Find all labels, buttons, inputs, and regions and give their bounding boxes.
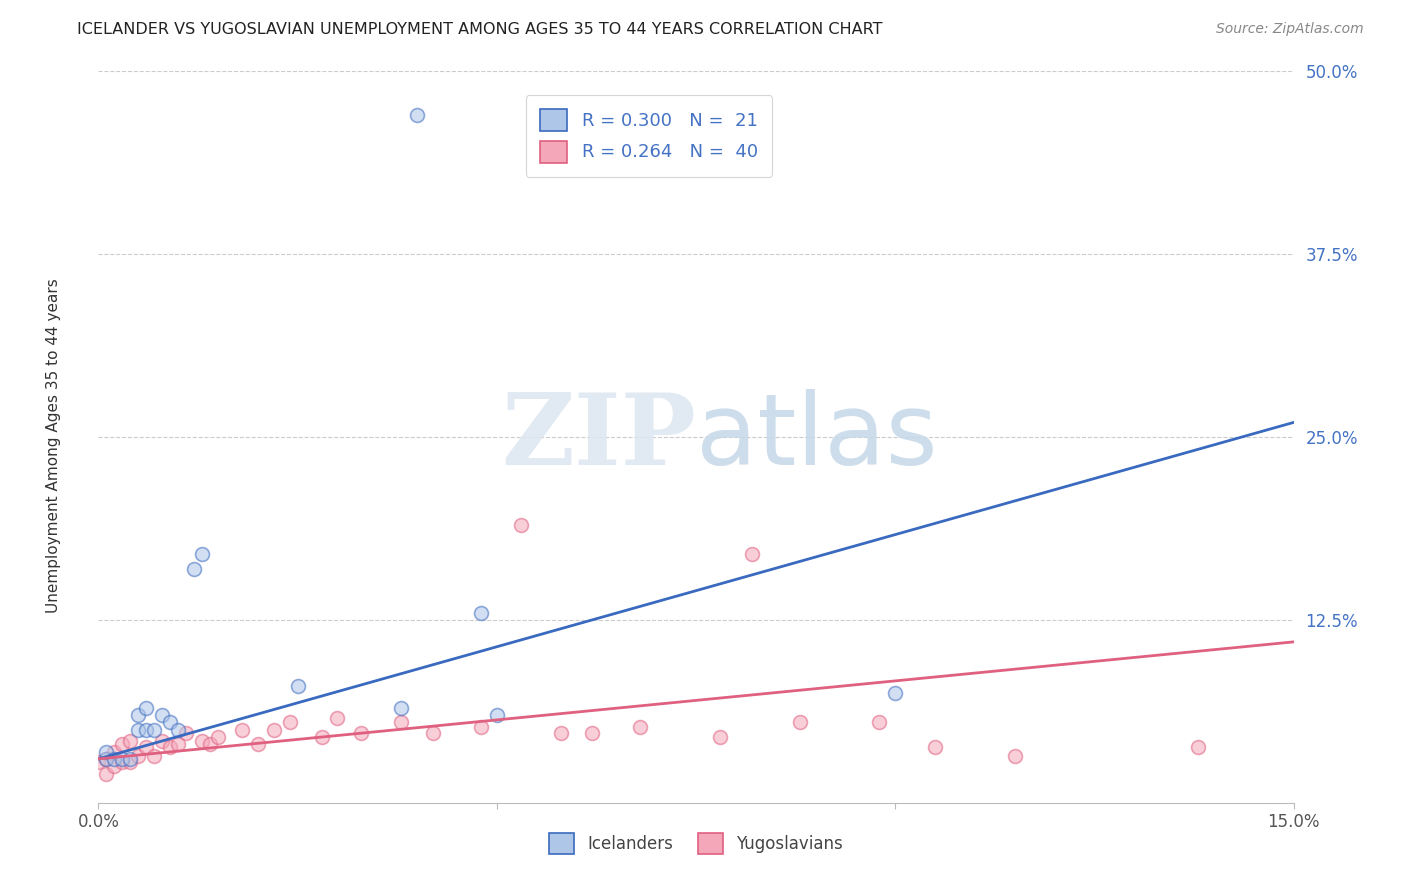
Text: atlas: atlas [696,389,938,485]
Point [278,715,301,730]
Point [111,755,134,769]
Point [485,708,508,723]
Point [183,562,205,576]
Point [127,723,149,737]
Point [628,720,651,734]
Text: Source: ZipAtlas.com: Source: ZipAtlas.com [1216,22,1364,37]
Point [103,745,125,759]
Point [167,723,190,737]
Point [159,740,181,755]
Text: ICELANDER VS YUGOSLAVIAN UNEMPLOYMENT AMONG AGES 35 TO 44 YEARS CORRELATION CHAR: ICELANDER VS YUGOSLAVIAN UNEMPLOYMENT AM… [77,22,883,37]
Point [96,766,118,780]
Point [150,734,173,748]
Point [406,108,429,122]
Point [198,737,221,751]
Point [120,755,142,769]
Point [96,745,118,759]
Point [143,723,166,737]
Point [287,679,309,693]
Point [120,734,142,748]
Point [111,737,134,751]
Point [120,752,142,766]
Point [789,715,811,730]
Point [135,723,157,737]
Point [127,749,149,764]
Point [389,715,412,730]
Point [135,700,157,714]
Point [470,720,492,734]
Point [103,759,125,773]
Point [135,740,157,755]
Point [884,686,907,700]
Point [326,711,349,725]
Point [159,715,181,730]
Point [191,734,214,748]
Point [1004,749,1026,764]
Point [87,755,110,769]
Legend: Icelanders, Yugoslavians: Icelanders, Yugoslavians [543,827,849,860]
Point [111,752,134,766]
Point [581,725,603,739]
Point [127,708,149,723]
Point [868,715,890,730]
Point [389,700,412,714]
Point [246,737,269,751]
Point [1187,740,1209,755]
Point [96,752,118,766]
Point [470,606,492,620]
Point [96,752,118,766]
Point [207,730,229,744]
Point [191,547,214,561]
Point [741,547,763,561]
Point [350,725,373,739]
Text: Unemployment Among Ages 35 to 44 years: Unemployment Among Ages 35 to 44 years [46,278,60,614]
Point [103,752,125,766]
Point [550,725,572,739]
Point [709,730,731,744]
Point [150,708,173,723]
Point [422,725,444,739]
Point [167,737,190,751]
Point [231,723,253,737]
Point [924,740,946,755]
Point [311,730,333,744]
Point [143,749,166,764]
Text: ZIP: ZIP [501,389,696,485]
Point [263,723,285,737]
Point [174,725,197,739]
Point [509,517,531,532]
